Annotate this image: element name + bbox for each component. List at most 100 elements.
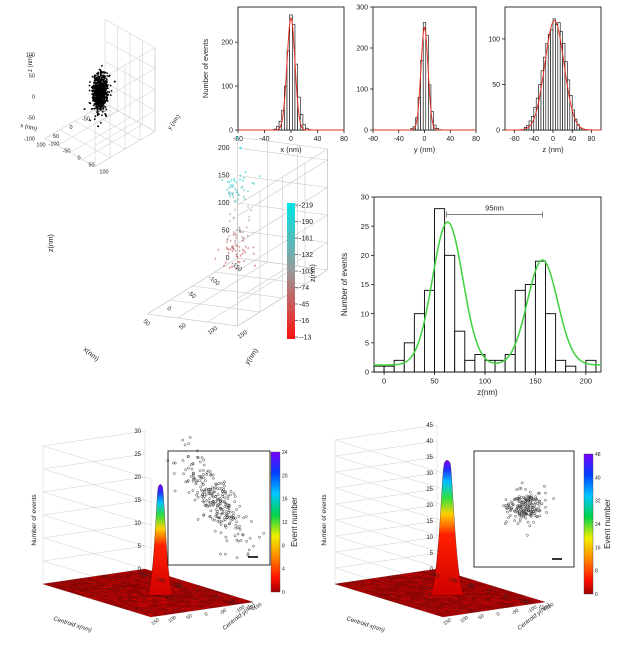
data-point: * bbox=[235, 182, 238, 188]
data-point bbox=[97, 98, 100, 100]
fit-curve bbox=[238, 16, 344, 131]
histogram-bar bbox=[555, 24, 559, 131]
data-point bbox=[91, 75, 94, 78]
inset-point bbox=[528, 509, 532, 513]
inset-point bbox=[533, 513, 537, 517]
data-point: * bbox=[235, 237, 238, 243]
x-tick-label: 150 bbox=[537, 604, 547, 613]
data-point bbox=[94, 81, 97, 84]
data-point bbox=[106, 100, 108, 102]
x-tick-label: 50 bbox=[503, 593, 510, 601]
inset-point bbox=[224, 490, 227, 494]
data-point: * bbox=[234, 243, 237, 249]
data-point: * bbox=[250, 210, 253, 216]
colorbar-tick-label: 24 bbox=[595, 522, 601, 528]
inset-point bbox=[215, 505, 219, 508]
data-point bbox=[106, 87, 109, 90]
inset-point bbox=[221, 495, 225, 498]
histogram-bar bbox=[579, 127, 583, 131]
inset-point bbox=[245, 539, 248, 543]
inset-point bbox=[223, 496, 227, 500]
histogram-bar bbox=[383, 365, 395, 373]
colorbar-tick-label: -190 bbox=[299, 219, 313, 226]
inset-point bbox=[223, 480, 226, 484]
inset-point bbox=[220, 512, 224, 515]
colorbar-b1: z(nm) -219 -190 -161 -132 -103 -74 -45 -16 --13 bbox=[287, 203, 317, 342]
data-point: * bbox=[236, 230, 239, 236]
inset-point bbox=[513, 510, 517, 513]
data-point bbox=[109, 94, 112, 96]
data-point: * bbox=[232, 246, 235, 252]
data-point bbox=[100, 71, 103, 73]
x-tick-label: 100 bbox=[479, 377, 492, 386]
inset-point bbox=[211, 517, 214, 521]
data-point: * bbox=[238, 227, 241, 233]
data-point: * bbox=[243, 238, 246, 244]
grid-line bbox=[82, 124, 143, 160]
data-point bbox=[101, 110, 104, 113]
inset-point bbox=[515, 488, 519, 491]
data-point: * bbox=[226, 241, 229, 247]
inset-point bbox=[226, 494, 230, 498]
fit-curve bbox=[505, 20, 601, 131]
data-point: * bbox=[234, 202, 237, 208]
data-point bbox=[96, 111, 99, 114]
inset-frame bbox=[473, 450, 575, 568]
inset-point bbox=[173, 461, 177, 465]
inset-point bbox=[513, 497, 517, 501]
inset-point bbox=[202, 476, 205, 479]
z-tick-label: 10 bbox=[426, 535, 433, 541]
inset-point bbox=[525, 533, 529, 537]
grid-line bbox=[59, 129, 111, 158]
inset-point bbox=[226, 505, 230, 509]
inset-point bbox=[204, 479, 207, 482]
data-point: * bbox=[232, 247, 235, 253]
inset-point bbox=[209, 487, 212, 491]
data-point bbox=[96, 99, 98, 102]
inset-point bbox=[232, 492, 236, 495]
x-axis-label: z(nm) bbox=[477, 388, 498, 397]
data-point: * bbox=[240, 255, 243, 261]
box-frame-b1 bbox=[147, 136, 328, 327]
colorbar-tick-label: -16 bbox=[299, 318, 309, 325]
y-tick-label: 5 bbox=[365, 338, 369, 347]
inset-point bbox=[207, 500, 211, 504]
data-point bbox=[98, 68, 101, 71]
data-point: * bbox=[228, 187, 231, 193]
inset-point bbox=[200, 456, 204, 459]
data-point: * bbox=[248, 219, 251, 225]
inset-point bbox=[205, 503, 209, 507]
inset-point bbox=[515, 507, 519, 510]
inset-point bbox=[516, 504, 519, 507]
data-point bbox=[95, 77, 97, 79]
data-point: * bbox=[231, 266, 234, 272]
y-tick-label: 0 bbox=[496, 611, 502, 618]
inset-point bbox=[213, 490, 216, 494]
inset-point bbox=[525, 494, 529, 498]
colorbar-tick-label: -45 bbox=[299, 302, 309, 309]
data-point bbox=[97, 100, 100, 103]
z-tick-label: 10 bbox=[134, 521, 141, 527]
data-point: * bbox=[237, 192, 240, 198]
data-point bbox=[103, 100, 105, 103]
inset-point bbox=[202, 468, 205, 472]
data-point bbox=[88, 84, 91, 87]
inset-point bbox=[186, 480, 189, 484]
data-point: * bbox=[259, 176, 262, 182]
y-tick-label: 0 bbox=[364, 127, 368, 134]
y-tick-label: -100 bbox=[48, 142, 59, 148]
ylabel-b1: y(nm) bbox=[244, 347, 260, 366]
inset-point bbox=[528, 495, 532, 499]
data-point: * bbox=[230, 179, 233, 185]
grid-line bbox=[334, 439, 444, 474]
data-point: * bbox=[247, 248, 250, 254]
histogram-bar bbox=[444, 254, 456, 373]
fit-curve bbox=[373, 26, 476, 131]
inset-point bbox=[223, 490, 226, 494]
inset-point bbox=[224, 535, 228, 539]
inset-point bbox=[248, 536, 252, 540]
colorbar-tick-label: 32 bbox=[595, 499, 601, 505]
grid-line bbox=[104, 40, 156, 69]
inset-point bbox=[523, 497, 527, 500]
data-point: * bbox=[226, 247, 229, 253]
